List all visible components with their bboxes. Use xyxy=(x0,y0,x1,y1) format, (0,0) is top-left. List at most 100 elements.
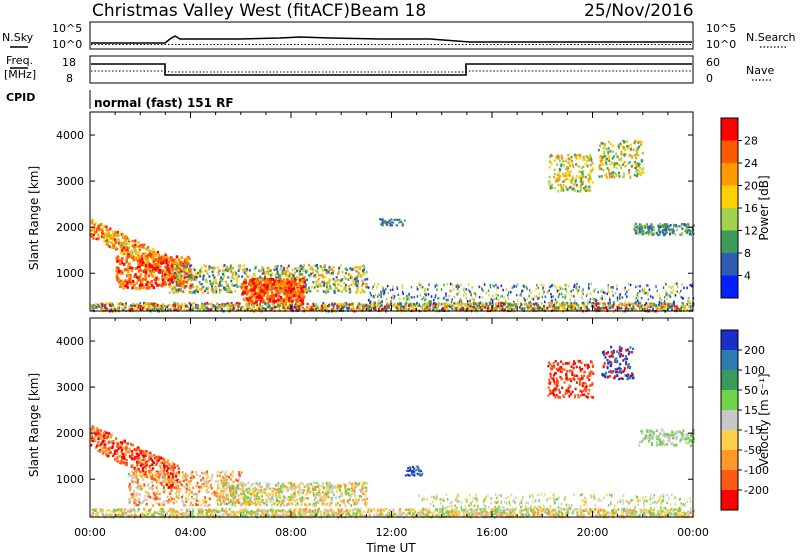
echo-cell xyxy=(268,304,271,307)
echo-cell xyxy=(289,293,293,297)
echo-cell xyxy=(604,157,607,161)
echo-cell xyxy=(640,168,643,172)
echo-cell xyxy=(295,299,299,303)
echo-cell xyxy=(107,240,111,244)
echo-cell xyxy=(164,510,167,514)
echo-cell xyxy=(662,308,665,311)
echo-cell xyxy=(332,277,335,281)
echo-cell xyxy=(585,189,588,193)
echo-cell xyxy=(650,223,653,226)
echo-cell xyxy=(286,291,290,295)
echo-cell xyxy=(662,229,665,232)
echo-cell xyxy=(432,302,435,305)
echo-cell xyxy=(111,302,114,306)
echo-cell xyxy=(252,308,255,312)
echo-cell xyxy=(123,236,126,239)
echo-cell xyxy=(580,166,583,170)
echo-cell xyxy=(430,300,432,303)
nsky-tick-bottom: 10^0 xyxy=(52,38,82,51)
nsearch-tick-bottom: 10^0 xyxy=(706,38,736,51)
echo-cell xyxy=(576,174,579,178)
echo-cell xyxy=(564,167,567,171)
echo-cell xyxy=(683,223,686,227)
echo-cell xyxy=(319,265,322,268)
echo-cell xyxy=(389,222,392,225)
echo-cell xyxy=(164,269,167,273)
echo-cell xyxy=(567,305,570,308)
echo-cell xyxy=(153,305,156,309)
echo-cell xyxy=(607,168,610,172)
echo-cell xyxy=(178,277,181,281)
echo-cell xyxy=(398,218,401,221)
echo-cell xyxy=(328,265,331,269)
echo-cell xyxy=(635,222,638,226)
echo-cell xyxy=(566,169,569,173)
echo-cell xyxy=(606,292,609,296)
echo-cell xyxy=(626,290,628,294)
power-colorbar-label: Power [dB] xyxy=(757,175,771,240)
echo-cell xyxy=(121,303,124,306)
echo-cell xyxy=(234,272,237,275)
echo-cell xyxy=(242,268,245,272)
echo-cell xyxy=(322,284,325,287)
echo-cell xyxy=(165,261,168,265)
echo-cell xyxy=(162,304,165,308)
echo-cell xyxy=(246,308,249,311)
echo-cell xyxy=(343,302,346,305)
echo-cell xyxy=(120,249,123,252)
echo-cell xyxy=(182,285,185,289)
echo-cell xyxy=(647,233,650,236)
echo-cell xyxy=(604,155,607,158)
echo-cell xyxy=(380,301,383,304)
echo-cell xyxy=(164,255,168,258)
echo-cell xyxy=(634,160,637,164)
echo-cell xyxy=(578,170,581,174)
echo-cell xyxy=(683,304,686,308)
echo-cell xyxy=(636,162,639,165)
echo-cell xyxy=(455,302,457,305)
echo-cell xyxy=(138,278,142,282)
echo-cell xyxy=(582,288,584,291)
echo-cell xyxy=(674,294,677,297)
echo-cell xyxy=(275,509,278,513)
echo-cell xyxy=(345,287,348,291)
echo-cell xyxy=(239,285,242,288)
echo-cell xyxy=(584,162,587,166)
echo-cell xyxy=(356,290,359,293)
echo-cell xyxy=(376,305,379,308)
echo-cell xyxy=(258,306,261,309)
echo-cell xyxy=(146,280,149,284)
echo-cell xyxy=(670,286,672,289)
echo-cell xyxy=(657,303,660,307)
echo-cell xyxy=(576,288,578,291)
echo-cell xyxy=(144,256,147,260)
echo-cell xyxy=(625,306,628,309)
echo-cell xyxy=(478,295,481,299)
echo-cell xyxy=(324,264,327,267)
echo-cell xyxy=(636,172,639,176)
echo-cell xyxy=(560,292,563,296)
echo-cell xyxy=(213,290,216,294)
echo-cell xyxy=(154,511,157,515)
echo-cell xyxy=(608,175,611,179)
echo-cell xyxy=(640,296,643,300)
echo-cell xyxy=(632,227,635,231)
echo-cell xyxy=(296,277,299,281)
echo-cell xyxy=(187,278,190,281)
echo-cell xyxy=(119,246,122,249)
echo-cell xyxy=(592,298,595,301)
echo-cell xyxy=(598,167,601,170)
echo-cell xyxy=(658,300,661,304)
echo-cell xyxy=(261,272,264,275)
echo-cell xyxy=(681,301,684,305)
echo-cell xyxy=(690,231,693,235)
echo-cell xyxy=(117,278,121,282)
echo-cell xyxy=(129,252,132,256)
echo-cell xyxy=(607,151,610,154)
echo-cell xyxy=(556,300,558,304)
echo-cell xyxy=(119,302,122,306)
echo-cell xyxy=(503,303,506,306)
echo-cell xyxy=(309,508,312,512)
echo-cell xyxy=(222,514,225,517)
echo-cell xyxy=(94,221,97,225)
